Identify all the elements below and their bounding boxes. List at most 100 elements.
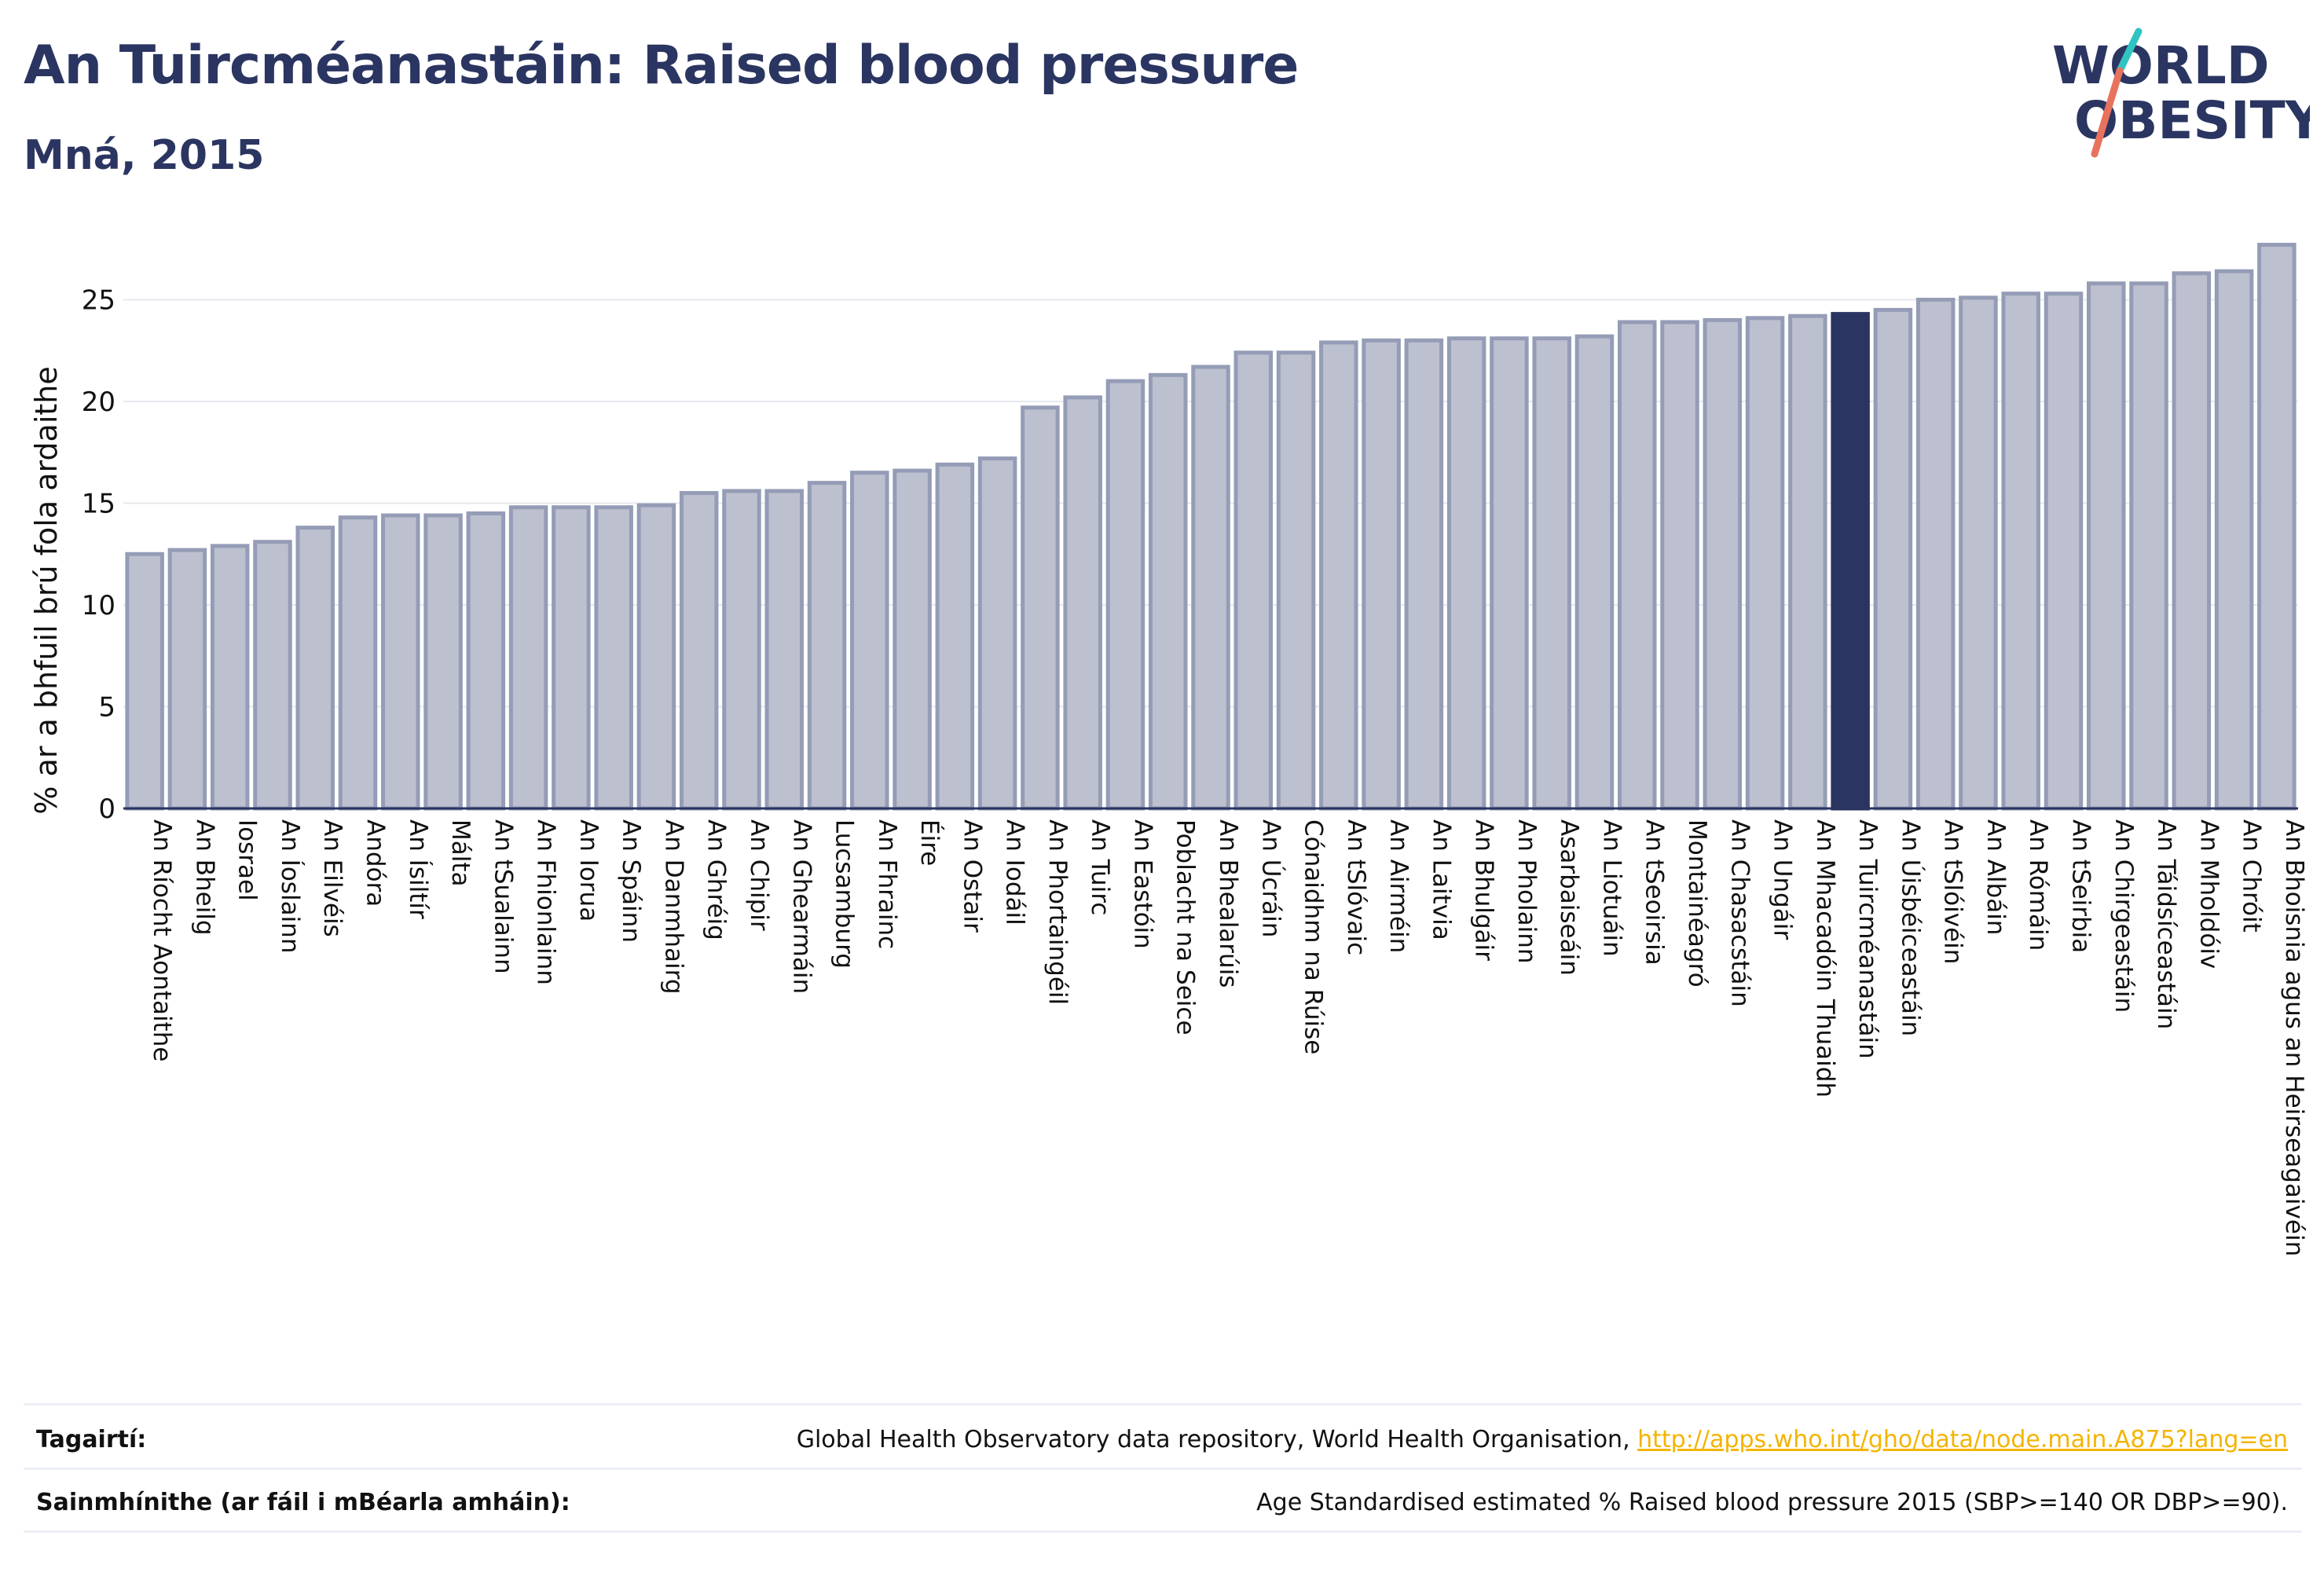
x-tick-label: An Íoslainn bbox=[276, 819, 304, 954]
bar[interactable] bbox=[2129, 281, 2168, 811]
bar[interactable] bbox=[552, 505, 591, 811]
x-tick-labels: An Ríocht Aontaithe An Bheilg Iosrael An Ío… bbox=[148, 819, 2308, 1256]
references-label: Tagairtí: bbox=[36, 1426, 147, 1453]
bar[interactable] bbox=[935, 462, 975, 811]
bar[interactable] bbox=[125, 552, 164, 811]
x-tick-label: An Úisbéiceastáin bbox=[1896, 819, 1925, 1036]
bar[interactable] bbox=[1745, 316, 1785, 811]
x-tick-label: An Airméin bbox=[1384, 819, 1413, 953]
x-tick-label: An Albáin bbox=[1981, 819, 2010, 935]
bar[interactable] bbox=[466, 511, 506, 811]
x-tick-label: An Ríocht Aontaithe bbox=[148, 819, 176, 1061]
logo-word-world: WORLD bbox=[2052, 35, 2270, 96]
y-axis-label: % ar a bhfuil brú fola ardaithe bbox=[29, 366, 64, 814]
bar[interactable] bbox=[1362, 338, 1401, 811]
x-tick-label: An Ghearmáin bbox=[787, 819, 816, 994]
logo-slash-coral bbox=[2091, 67, 2124, 158]
bar[interactable] bbox=[1574, 334, 1615, 811]
footer-rule-middle bbox=[24, 1468, 2302, 1470]
x-tick-label: An Chróit bbox=[2238, 819, 2266, 933]
bar[interactable] bbox=[722, 489, 761, 811]
bar[interactable] bbox=[1063, 395, 1102, 811]
x-tick-label: An Spáinn bbox=[617, 819, 645, 943]
bar[interactable] bbox=[295, 526, 335, 811]
x-tick-label: An Chipir bbox=[745, 819, 773, 931]
bar[interactable] bbox=[1319, 340, 1358, 811]
bar[interactable] bbox=[1703, 317, 1743, 811]
bar[interactable] bbox=[2214, 269, 2254, 811]
x-tick-label: Montainéagró bbox=[1683, 819, 1711, 988]
x-tick-label: An Táidsíceastáin bbox=[2152, 819, 2180, 1029]
bar[interactable] bbox=[2087, 281, 2126, 811]
bar[interactable] bbox=[1446, 336, 1486, 811]
bar[interactable] bbox=[850, 471, 889, 811]
x-tick-label: An Pholainn bbox=[1512, 819, 1541, 964]
bar[interactable] bbox=[2001, 291, 2040, 811]
x-tick-label: Iosrael bbox=[233, 819, 262, 901]
bar[interactable] bbox=[636, 503, 676, 811]
bar[interactable] bbox=[2172, 271, 2212, 811]
bar[interactable] bbox=[1490, 336, 1529, 811]
logo-slash-teal bbox=[2116, 27, 2143, 75]
bar-highlighted[interactable] bbox=[1831, 312, 1870, 811]
references-link[interactable]: http://apps.who.int/gho/data/node.main.A… bbox=[1637, 1426, 2288, 1453]
x-tick-label: An tSlóivéin bbox=[1939, 819, 1967, 964]
bar[interactable] bbox=[508, 505, 548, 811]
x-tick-label: An Bhoisnia agus an Heirseagaivéin bbox=[2280, 819, 2308, 1256]
x-tick-label: An tSeoirsia bbox=[1640, 819, 1669, 966]
x-tick-label: An Iodáil bbox=[1001, 819, 1029, 925]
x-tick-label: Andóra bbox=[361, 819, 390, 907]
x-tick-label: An Laitvia bbox=[1427, 819, 1455, 940]
bar[interactable] bbox=[338, 515, 378, 811]
page-subtitle: Mná, 2015 bbox=[24, 132, 265, 179]
definitions-value: Age Standardised estimated % Raised bloo… bbox=[1256, 1489, 2288, 1516]
x-tick-label: An Eilvéis bbox=[318, 819, 346, 937]
x-tick-label: An tSeirbia bbox=[2066, 819, 2095, 953]
bar[interactable] bbox=[977, 456, 1017, 811]
x-tick-label: Asarbaiseáin bbox=[1555, 819, 1583, 976]
bar[interactable] bbox=[1959, 295, 1998, 811]
x-tick-label: An tSlóvaic bbox=[1342, 819, 1370, 955]
bar[interactable] bbox=[381, 513, 420, 811]
bar[interactable] bbox=[2257, 243, 2297, 811]
x-tick-label: An Fhionlainn bbox=[532, 819, 560, 985]
bar[interactable] bbox=[594, 505, 633, 811]
bar[interactable] bbox=[1233, 350, 1274, 811]
x-tick-label: An Liotuáin bbox=[1597, 819, 1626, 957]
x-tick-label: Lucsamburg bbox=[830, 819, 859, 969]
bar[interactable] bbox=[1105, 379, 1146, 811]
references-text: Global Health Observatory data repositor… bbox=[796, 1426, 1638, 1453]
bar[interactable] bbox=[893, 468, 932, 811]
x-tick-label: An Bheilg bbox=[190, 819, 218, 936]
x-tick-label: An Iorua bbox=[574, 819, 603, 922]
bar[interactable] bbox=[1148, 372, 1188, 811]
bar[interactable] bbox=[1788, 313, 1827, 811]
bar[interactable] bbox=[253, 540, 292, 811]
bar[interactable] bbox=[167, 548, 207, 811]
x-tick-label: An tSualainn bbox=[489, 819, 517, 974]
x-tick-label: An Úcráin bbox=[1256, 819, 1285, 937]
world-obesity-logo[interactable]: WORLD OBESITY bbox=[2043, 22, 2310, 171]
bar[interactable] bbox=[210, 544, 250, 811]
bar[interactable] bbox=[1617, 320, 1657, 811]
bar[interactable] bbox=[1404, 338, 1444, 811]
bar[interactable] bbox=[1873, 307, 1913, 811]
x-tick-label: An Eastóin bbox=[1128, 819, 1157, 949]
x-tick-label: An Chasacstáin bbox=[1725, 819, 1754, 1007]
bar[interactable] bbox=[679, 491, 719, 811]
bar[interactable] bbox=[1276, 350, 1316, 811]
bar[interactable] bbox=[764, 489, 805, 811]
page-title: An Tuircméanastáin: Raised blood pressur… bbox=[24, 35, 1299, 97]
bar[interactable] bbox=[423, 513, 463, 811]
bar[interactable] bbox=[1660, 320, 1699, 811]
references-value: Global Health Observatory data repositor… bbox=[797, 1426, 2288, 1453]
bar[interactable] bbox=[1021, 405, 1060, 811]
bar[interactable] bbox=[1532, 336, 1571, 811]
bar[interactable] bbox=[1191, 365, 1230, 811]
y-tick-label: 25 bbox=[82, 285, 115, 317]
y-tick-labels: 0 5 10 15 20 25 bbox=[82, 285, 115, 826]
bar[interactable] bbox=[2044, 291, 2084, 811]
bar[interactable] bbox=[1915, 298, 1956, 811]
x-tick-label: An Danmhairg bbox=[659, 819, 687, 995]
bar[interactable] bbox=[807, 481, 847, 811]
